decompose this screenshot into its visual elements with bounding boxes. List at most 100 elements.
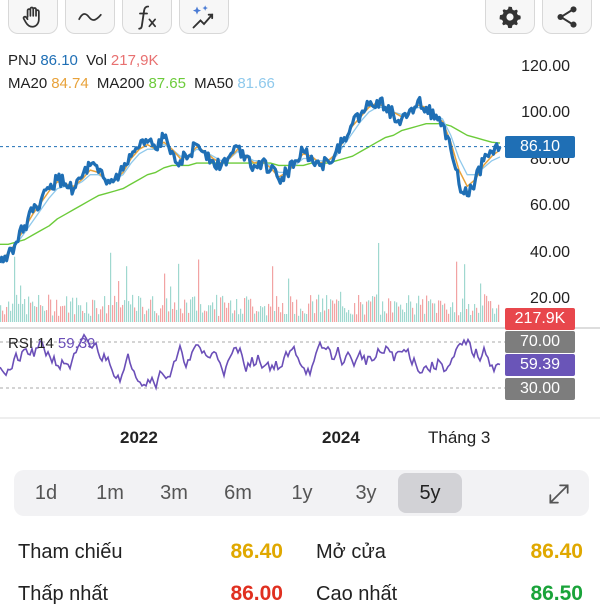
- volume-bar: [126, 266, 128, 322]
- hand-tool-button[interactable]: [8, 0, 58, 34]
- volume-bar: [208, 305, 210, 322]
- volume-bar: [50, 299, 52, 322]
- volume-bar: [346, 312, 348, 322]
- volume-bar: [402, 309, 404, 322]
- volume-bar: [418, 295, 420, 322]
- y-tick-label: 20.00: [529, 290, 570, 307]
- y-tick-label: 40.00: [529, 243, 570, 261]
- volume-bar: [300, 308, 302, 322]
- hand-icon: [22, 6, 40, 28]
- volume-bar: [482, 305, 484, 322]
- range-button-1d[interactable]: 1d: [34, 481, 58, 504]
- volume-bar: [410, 301, 412, 322]
- volume-bar: [52, 315, 54, 322]
- volume-bar: [86, 302, 88, 322]
- volume-bar: [158, 315, 160, 322]
- volume-bar: [404, 312, 406, 322]
- fullscreen-button[interactable]: [546, 481, 572, 512]
- range-button-3m[interactable]: 3m: [160, 481, 188, 504]
- range-button-1y[interactable]: 1y: [291, 481, 313, 504]
- volume-bar: [176, 309, 178, 322]
- volume-bar: [14, 256, 16, 322]
- volume-bar: [212, 302, 214, 322]
- volume-bar: [146, 310, 148, 322]
- volume-bar: [434, 303, 436, 322]
- volume-bar: [398, 306, 400, 322]
- volume-bar: [22, 303, 24, 322]
- indicator-button[interactable]: [122, 0, 172, 34]
- volume-bar: [356, 314, 358, 322]
- volume-bar: [298, 315, 300, 322]
- volume-bar: [20, 285, 22, 322]
- volume-bar: [172, 308, 174, 322]
- volume-bar: [426, 295, 428, 322]
- volume-bar: [92, 299, 94, 322]
- volume-bar: [340, 291, 342, 322]
- volume-bar: [330, 299, 332, 322]
- expand-icon: [549, 484, 569, 504]
- auto-analysis-button[interactable]: [179, 0, 229, 34]
- volume-bar: [76, 297, 78, 322]
- volume-bar: [286, 314, 288, 322]
- volume-bar: [448, 313, 450, 322]
- range-button-1m[interactable]: 1m: [96, 481, 124, 504]
- volume-bar: [350, 313, 352, 322]
- volume-bar: [4, 314, 6, 322]
- volume-bar: [62, 305, 64, 322]
- volume-bar: [372, 296, 374, 322]
- share-button[interactable]: [542, 0, 592, 34]
- rsi-legend: RSI 14 59.39: [8, 335, 99, 352]
- volume-bar: [28, 296, 30, 322]
- volume-bar: [436, 312, 438, 322]
- volume-bar: [182, 313, 184, 322]
- price-value: 86.10: [40, 52, 78, 69]
- volume-bar: [462, 298, 464, 322]
- volume-bar: [440, 300, 442, 322]
- volume-bar: [58, 315, 60, 322]
- settings-button[interactable]: [485, 0, 535, 34]
- volume-bar: [430, 299, 432, 322]
- y-tick-label: 100.00: [521, 104, 570, 122]
- range-button-5y[interactable]: 5y: [398, 473, 462, 513]
- line-tool-button[interactable]: [65, 0, 115, 34]
- range-button-6m[interactable]: 6m: [224, 481, 252, 504]
- volume-bar: [326, 295, 328, 322]
- ma200-label: MA200: [96, 75, 145, 92]
- volume-bar: [328, 309, 330, 322]
- volume-bar: [400, 304, 402, 322]
- volume-bar: [422, 299, 424, 322]
- volume-bar: [230, 300, 232, 322]
- volume-bar: [142, 306, 144, 322]
- volume-bar: [90, 315, 92, 322]
- volume-bar: [294, 313, 296, 322]
- volume-bar: [118, 281, 120, 322]
- volume-bar: [18, 303, 20, 322]
- volume-bar: [56, 299, 58, 322]
- volume-bar: [42, 306, 44, 322]
- ma20-line: [0, 102, 501, 262]
- volume-bar: [344, 308, 346, 322]
- volume-bar: [304, 313, 306, 322]
- volume-bar: [380, 314, 382, 322]
- volume-bar: [452, 302, 454, 322]
- volume-bar: [310, 295, 312, 322]
- volume-bar: [320, 312, 322, 322]
- volume-bar: [108, 305, 110, 322]
- volume-bar: [442, 304, 444, 322]
- ma20-value: 84.74: [51, 75, 89, 92]
- volume-bar: [390, 301, 392, 322]
- volume-bar: [382, 301, 384, 322]
- volume-bar: [248, 299, 250, 322]
- price-legend: PNJ 86.10 Vol 217,9K: [8, 52, 162, 69]
- volume-bar: [464, 264, 466, 322]
- volume-bar: [46, 310, 48, 322]
- volume-bar: [368, 300, 370, 322]
- volume-bar: [480, 283, 482, 322]
- volume-bar: [394, 301, 396, 322]
- volume-bar: [228, 302, 230, 322]
- volume-bar: [216, 294, 218, 322]
- volume-bar: [486, 295, 488, 322]
- volume-bar: [470, 314, 472, 322]
- range-button-3y[interactable]: 3y: [355, 481, 377, 504]
- volume-bar: [196, 310, 198, 322]
